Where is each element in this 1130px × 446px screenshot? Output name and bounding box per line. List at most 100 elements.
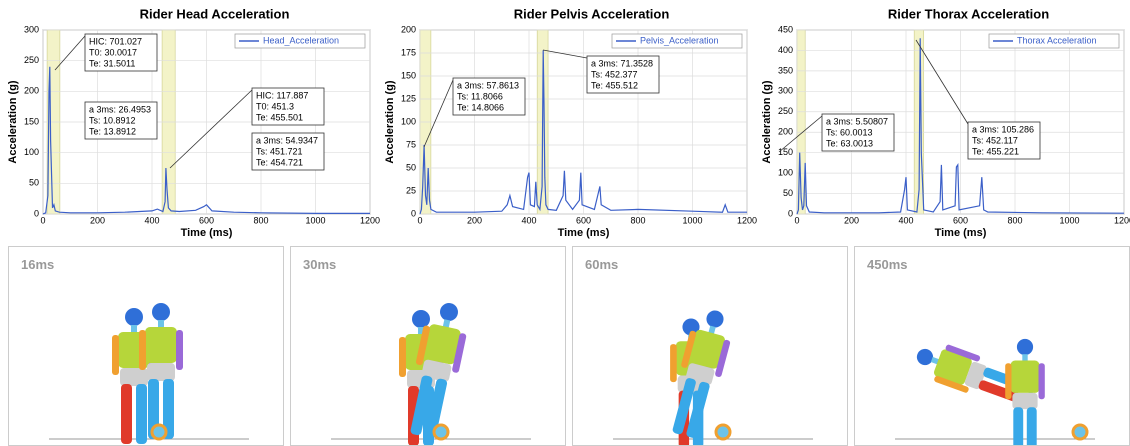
scooter-wheel [152, 425, 166, 439]
y-tick-label: 200 [401, 24, 416, 34]
annotation-text: HIC: 117.887 [256, 90, 308, 100]
annotation-text: Ts: 60.0013 [826, 127, 873, 137]
y-axis-label: Acceleration (g) [7, 80, 19, 163]
annotation-text: a 3ms: 26.4953 [89, 104, 151, 114]
charts: Rider Head Acceleration 0 50 100 150 200 250 30… [0, 0, 1130, 244]
annotation-text: T0: 451.3 [256, 101, 294, 111]
dummy-leg [136, 384, 147, 444]
legend-label: Thorax Acceleration [1017, 35, 1097, 45]
dummy-head [1017, 339, 1033, 355]
dummy-head [438, 301, 459, 322]
annotation-text: Ts: 11.8066 [457, 91, 503, 101]
y-tick-label: 50 [406, 162, 416, 172]
x-tick-label: 600 [576, 215, 591, 225]
y-tick-label: 350 [778, 65, 793, 75]
scooter-wheel [716, 425, 730, 439]
annotation-text: Te: 455.501 [256, 112, 303, 122]
y-tick-label: 100 [24, 147, 39, 157]
x-tick-label: 400 [144, 215, 159, 225]
snapshot-figure [9, 247, 283, 445]
y-tick-label: 450 [778, 24, 793, 34]
x-tick-label: 200 [467, 215, 482, 225]
annotation-text: a 3ms: 54.9347 [256, 135, 318, 145]
dummy-arm [139, 330, 146, 370]
y-tick-label: 175 [401, 47, 416, 57]
x-tick-label: 600 [199, 215, 214, 225]
x-tick-label: 400 [521, 215, 536, 225]
annotation-text: a 3ms: 5.50807 [826, 116, 888, 126]
y-tick-label: 0 [411, 208, 416, 218]
chart-title: Rider Thorax Acceleration [888, 6, 1049, 21]
y-tick-label: 250 [778, 106, 793, 116]
chart: Rider Pelvis Acceleration025507510012515… [384, 6, 757, 238]
x-tick-label: 0 [794, 215, 799, 225]
annotation-text: a 3ms: 57.8613 [457, 80, 519, 90]
dummy-pelvis [120, 368, 148, 386]
snapshot-figure [291, 247, 565, 445]
y-tick-label: 250 [24, 55, 39, 65]
dummy [1005, 339, 1045, 445]
y-tick-label: 200 [24, 86, 39, 96]
annotation-text: Te: 63.0013 [826, 138, 873, 148]
scooter-wheel [1073, 425, 1087, 439]
annotation-text: a 3ms: 71.3528 [591, 58, 653, 68]
annotation-text: Te: 31.5011 [89, 58, 135, 68]
dummy-arm [399, 337, 406, 377]
x-tick-label: 1200 [1114, 215, 1130, 225]
annotation-text: a 3ms: 105.286 [972, 124, 1034, 134]
y-tick-label: 100 [778, 167, 793, 177]
annotation-text: Te: 455.221 [972, 146, 1019, 156]
snapshot-figure [855, 247, 1129, 445]
x-tick-label: 0 [417, 215, 422, 225]
dummy-torso [145, 327, 177, 363]
x-axis-label: Time (ms) [558, 227, 610, 239]
x-tick-label: 800 [630, 215, 645, 225]
y-tick-label: 400 [778, 45, 793, 55]
y-tick-label: 150 [24, 116, 39, 126]
annotation-text: Ts: 451.721 [256, 146, 303, 156]
snapshot-panel: 30ms [290, 246, 566, 446]
dummy-head [152, 303, 170, 321]
annotation-text: Te: 455.512 [591, 80, 638, 90]
y-tick-label: 0 [34, 208, 39, 218]
y-tick-label: 0 [788, 208, 793, 218]
x-tick-label: 800 [1007, 215, 1022, 225]
x-tick-label: 600 [953, 215, 968, 225]
x-tick-label: 1200 [737, 215, 757, 225]
chart: Rider Head Acceleration05010015020025030… [7, 6, 380, 238]
snapshot-panel: 16ms [8, 246, 284, 446]
y-axis-label: Acceleration (g) [761, 80, 773, 163]
x-tick-label: 1000 [1059, 215, 1079, 225]
legend-label: Head_Acceleration [263, 35, 339, 45]
scooter-wheel [434, 425, 448, 439]
annotation-text: T0: 30.0017 [89, 47, 137, 57]
dummy-head [412, 310, 430, 328]
annotation-text: Te: 13.8912 [89, 126, 136, 136]
dummy-arm [176, 330, 183, 370]
x-tick-label: 200 [90, 215, 105, 225]
annotation-text: Te: 454.721 [256, 157, 303, 167]
page: Rider Head Acceleration 0 50 100 150 200 250 30… [0, 0, 1130, 446]
x-tick-label: 1000 [305, 215, 325, 225]
dummy-leg [1013, 407, 1023, 445]
chart-title: Rider Head Acceleration [140, 6, 290, 21]
snapshots: 16ms 30ms 60ms 450ms [0, 246, 1130, 446]
y-tick-label: 50 [783, 188, 793, 198]
annotation-text: Ts: 10.8912 [89, 115, 136, 125]
dummy-neck [158, 320, 164, 328]
dummy-arm [1005, 363, 1011, 399]
legend-label: Pelvis_Acceleration [640, 35, 719, 45]
x-tick-label: 400 [898, 215, 913, 225]
x-tick-label: 200 [844, 215, 859, 225]
snapshot-panel: 450ms [854, 246, 1130, 446]
dummy-arm [1039, 363, 1045, 399]
y-tick-label: 300 [24, 24, 39, 34]
x-axis-label: Time (ms) [935, 227, 987, 239]
dummy-head [705, 309, 726, 330]
y-tick-label: 100 [401, 116, 416, 126]
dummy-pelvis [147, 363, 175, 381]
annotation-text: HIC: 701.027 [89, 36, 142, 46]
dummy-arm [112, 335, 119, 375]
dummy-leg [121, 384, 132, 444]
x-axis-label: Time (ms) [181, 227, 233, 239]
